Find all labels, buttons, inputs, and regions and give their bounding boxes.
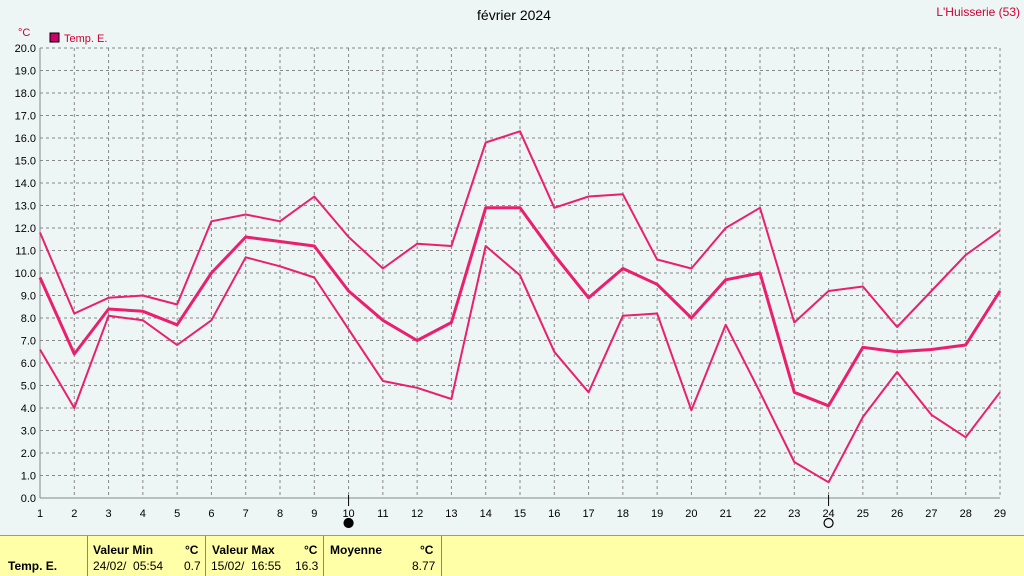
min-time: 24/02/ 05:54 [93,559,164,573]
y-tick-label: 11.0 [15,246,36,258]
mean-label: Moyenne [330,543,383,557]
stats-bar: Temp. E. Valeur Min °C 24/02/ 05:54 0.7 … [0,535,1024,576]
x-tick-label: 12 [411,508,423,520]
y-tick-label: 2.0 [21,448,36,460]
x-tick-label: 15 [514,508,526,520]
x-axis: 1 2 3 4 5 6 7 8 9 10 11 12 13 14 15 16 17 18 19 20 21 22 23 24 2… [37,508,1006,520]
y-axis: 0.0 1.0 2.0 3.0 4.0 5.0 6.0 7.0 8.0 9.0 10.0 11.0 12… [15,43,36,505]
y-tick-label: 0.0 [21,493,36,505]
x-tick-label: 22 [754,508,766,520]
x-tick-label: 9 [311,508,317,520]
full-moon-marker [823,517,834,529]
min-value: 0.7 [184,559,201,573]
x-tick-label: 1 [37,508,43,520]
y-tick-label: 14.0 [15,178,36,190]
series-line-mean [38,206,1002,408]
x-tick-label: 29 [994,508,1006,520]
max-label: Valeur Max [212,543,275,557]
y-tick-label: 5.0 [21,381,36,393]
x-tick-label: 8 [277,508,283,520]
x-tick-label: 18 [617,508,629,520]
x-tick-label: 13 [445,508,457,520]
max-value: 16.3 [295,559,319,573]
x-tick-label: 19 [651,508,663,520]
x-tick-label: 6 [208,508,214,520]
stats-min-cell: Valeur Min °C 24/02/ 05:54 0.7 [88,536,206,576]
grid [39,47,1001,499]
y-tick-label: 3.0 [21,426,36,438]
x-tick-label: 16 [548,508,560,520]
x-tick-label: 4 [140,508,146,520]
x-tick-label: 7 [243,508,249,520]
x-tick-label: 26 [891,508,903,520]
y-tick-label: 18.0 [15,88,36,100]
min-unit: °C [185,543,199,557]
legend-swatch [49,32,60,43]
x-tick-label: 10 [342,508,354,520]
y-tick-label: 7.0 [21,336,36,348]
y-axis-unit: °C [18,27,30,39]
station-name: L'Huisserie (53) [936,5,1020,19]
series-line-min [39,245,1001,484]
y-tick-label: 20.0 [15,43,36,55]
y-tick-label: 19.0 [15,66,36,78]
y-tick-label: 10.0 [15,268,36,280]
x-tick-label: 21 [720,508,732,520]
stats-series-cell: Temp. E. [0,536,88,576]
new-moon-marker [343,517,354,529]
y-tick-label: 17.0 [15,111,36,123]
x-tick-label: 20 [685,508,697,520]
series-group [38,130,1002,484]
y-tick-label: 1.0 [21,471,36,483]
stats-max-cell: Valeur Max °C 15/02/ 16:55 16.3 [206,536,324,576]
x-tick-label: 11 [377,508,388,520]
y-tick-label: 8.0 [21,313,36,325]
x-tick-label: 27 [925,508,937,520]
x-tick-label: 3 [106,508,112,520]
stats-series-label: Temp. E. [8,559,58,573]
x-tick-label: 17 [582,508,594,520]
y-tick-label: 6.0 [21,358,36,370]
y-tick-label: 13.0 [15,201,36,213]
y-tick-label: 15.0 [15,156,36,168]
chart-title: février 2024 [477,7,551,23]
x-tick-label: 23 [788,508,800,520]
x-tick-label: 25 [857,508,869,520]
max-time: 15/02/ 16:55 [211,559,282,573]
x-tick-label: 28 [960,508,972,520]
y-tick-label: 16.0 [15,133,36,145]
max-unit: °C [304,543,318,557]
legend-label: Temp. E. [64,33,107,45]
x-tick-label: 14 [480,508,492,520]
y-tick-label: 9.0 [21,291,36,303]
min-label: Valeur Min [93,543,154,557]
y-tick-label: 12.0 [15,223,36,235]
x-tick-label: 2 [71,508,77,520]
mean-unit: °C [420,543,434,557]
x-tick-label: 5 [174,508,180,520]
x-tick-label: 24 [822,508,834,520]
temperature-chart: février 2024 L'Huisserie (53) °C Temp. E… [15,5,1020,529]
mean-value: 8.77 [412,559,436,573]
moon-markers [343,495,834,529]
y-tick-label: 4.0 [21,403,36,415]
series-line-max [39,130,1001,328]
stats-mean-cell: Moyenne °C 8.77 [324,536,442,576]
